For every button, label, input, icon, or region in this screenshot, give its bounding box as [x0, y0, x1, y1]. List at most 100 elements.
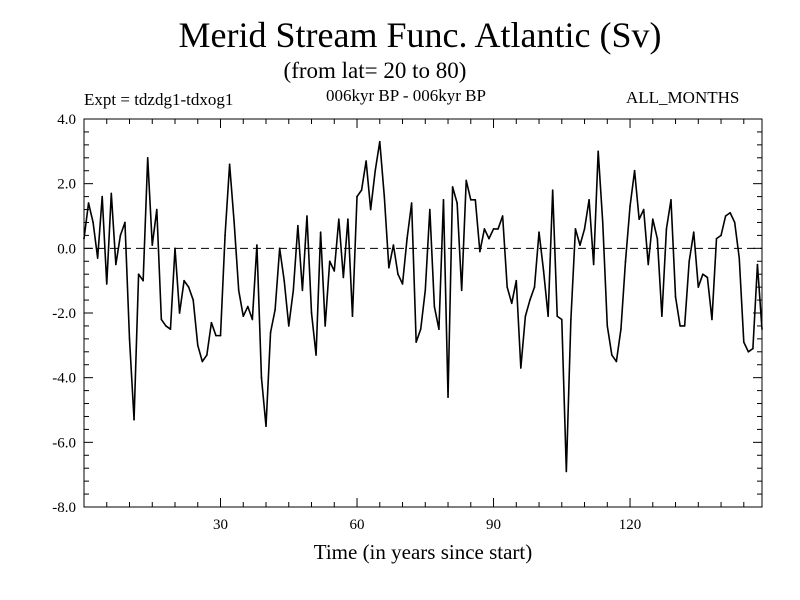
data-point	[160, 318, 163, 321]
data-point	[688, 260, 690, 263]
data-point	[697, 286, 700, 288]
data-point	[388, 266, 390, 269]
data-point	[101, 195, 103, 198]
data-point	[192, 299, 195, 301]
data-point	[551, 189, 554, 191]
data-point	[515, 279, 518, 282]
data-point	[237, 289, 240, 292]
data-point	[356, 195, 358, 198]
data-point	[315, 354, 317, 356]
data-points	[83, 140, 763, 473]
data-point	[424, 289, 427, 292]
y-tick-label: 4.0	[57, 112, 76, 128]
data-point	[165, 325, 167, 327]
data-point	[251, 318, 254, 321]
data-point	[392, 244, 395, 246]
x-tick-label: 30	[213, 517, 228, 533]
y-tick-label: -2.0	[52, 306, 76, 322]
data-point	[556, 315, 559, 318]
y-tick-label: 0.0	[57, 241, 76, 257]
data-point	[201, 360, 204, 363]
data-point	[588, 199, 590, 201]
data-point	[738, 257, 741, 259]
data-point	[151, 244, 154, 246]
data-point	[583, 228, 586, 230]
data-point	[670, 199, 672, 201]
data-point	[615, 360, 618, 363]
data-point	[378, 140, 381, 143]
data-point	[597, 150, 599, 153]
y-tick-label: -4.0	[52, 371, 76, 387]
data-point	[401, 283, 404, 285]
data-point	[110, 192, 113, 195]
data-point	[324, 325, 326, 327]
data-point	[479, 250, 481, 253]
data-point	[683, 325, 686, 327]
data-point	[565, 470, 568, 473]
x-tick-label: 90	[486, 517, 501, 533]
data-point	[210, 321, 213, 324]
data-point	[224, 234, 226, 237]
data-point	[87, 202, 90, 204]
data-point	[547, 315, 549, 318]
data-point	[620, 328, 622, 330]
data-point	[692, 231, 695, 233]
data-point	[488, 237, 490, 240]
data-point	[510, 302, 513, 305]
data-point	[720, 234, 722, 237]
months-label: ALL_MONTHS	[626, 88, 740, 107]
data-point	[679, 325, 681, 327]
data-point	[283, 279, 286, 282]
data-point	[469, 199, 472, 201]
data-point	[374, 169, 377, 172]
data-point	[119, 234, 122, 237]
data-point	[629, 205, 631, 208]
data-point	[520, 367, 522, 369]
data-point	[137, 273, 140, 276]
data-point	[187, 286, 190, 288]
data-point	[410, 202, 413, 204]
data-point	[133, 418, 135, 421]
data-point	[219, 334, 222, 337]
y-tick-label: 2.0	[57, 177, 76, 193]
data-point	[183, 279, 185, 282]
data-point	[624, 260, 627, 263]
data-point	[383, 195, 386, 198]
data-point	[733, 221, 736, 224]
data-point	[124, 221, 126, 224]
data-point	[633, 169, 636, 172]
data-point	[278, 247, 281, 250]
data-point	[215, 334, 217, 337]
data-point	[310, 312, 313, 314]
data-point	[174, 247, 176, 250]
data-point	[178, 312, 181, 314]
data-point	[274, 308, 276, 311]
data-point	[228, 163, 231, 166]
data-point	[265, 425, 267, 427]
data-point	[96, 257, 99, 259]
data-point	[743, 341, 745, 343]
data-point	[606, 325, 609, 327]
data-point	[651, 218, 654, 221]
data-point	[156, 208, 158, 211]
data-point	[611, 354, 613, 356]
series-line	[83, 140, 763, 473]
y-tick-label: -6.0	[52, 435, 76, 451]
y-tick-label: -8.0	[52, 500, 76, 516]
data-point	[429, 208, 431, 211]
data-point	[342, 276, 345, 279]
data-point	[533, 286, 536, 288]
data-point	[397, 273, 399, 276]
data-point	[406, 237, 408, 240]
data-point	[242, 315, 245, 318]
data-point	[724, 215, 727, 217]
data-point	[642, 208, 645, 211]
data-point	[638, 218, 640, 221]
data-point	[661, 315, 663, 318]
data-point	[756, 263, 759, 266]
data-point	[497, 228, 499, 230]
data-point	[570, 318, 572, 321]
data-point	[524, 315, 527, 318]
data-point	[269, 331, 272, 334]
